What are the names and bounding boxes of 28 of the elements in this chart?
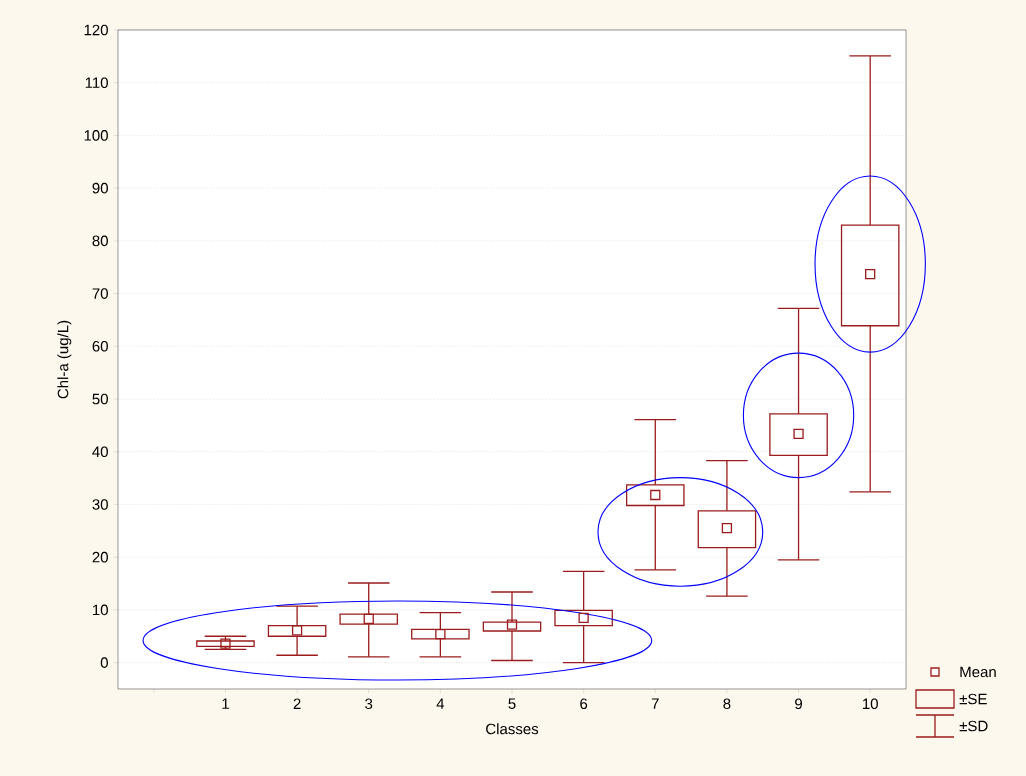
y-tick-label: 30 — [92, 499, 108, 510]
y-axis-title: Chl-a (ug/L) — [57, 320, 72, 399]
x-tick-label: 10 — [862, 698, 878, 710]
y-tick-label: 100 — [84, 130, 108, 141]
x-tick-label: 2 — [293, 698, 301, 709]
y-tick-label: 50 — [92, 393, 108, 405]
x-tick-label: 7 — [651, 698, 659, 709]
y-tick-label: 60 — [92, 341, 108, 352]
x-tick-label: 8 — [723, 698, 731, 710]
x-tick-label: 9 — [795, 698, 803, 710]
x-tick-label: 5 — [508, 698, 516, 709]
y-tick-label: 20 — [92, 551, 108, 563]
x-axis-title: Classes — [486, 723, 539, 735]
text: ±SE — [959, 693, 987, 705]
x-tick-label: 3 — [365, 698, 373, 710]
x-tick-label: 4 — [436, 698, 445, 709]
y-tick-label: 40 — [92, 446, 108, 458]
x-tick-label: 1 — [222, 698, 229, 709]
y-tick-label: 80 — [92, 235, 108, 247]
text: ±SD — [959, 720, 988, 732]
y-tick-label: 110 — [85, 77, 108, 89]
y-tick-label: 10 — [93, 604, 108, 616]
y-tick-label: 90 — [92, 182, 108, 194]
y-tick-label: 0 — [100, 657, 108, 668]
text: Mean — [960, 666, 996, 678]
y-tick-label: 70 — [92, 288, 108, 299]
y-tick-label: 120 — [84, 24, 108, 36]
x-tick-label: 6 — [580, 698, 588, 710]
